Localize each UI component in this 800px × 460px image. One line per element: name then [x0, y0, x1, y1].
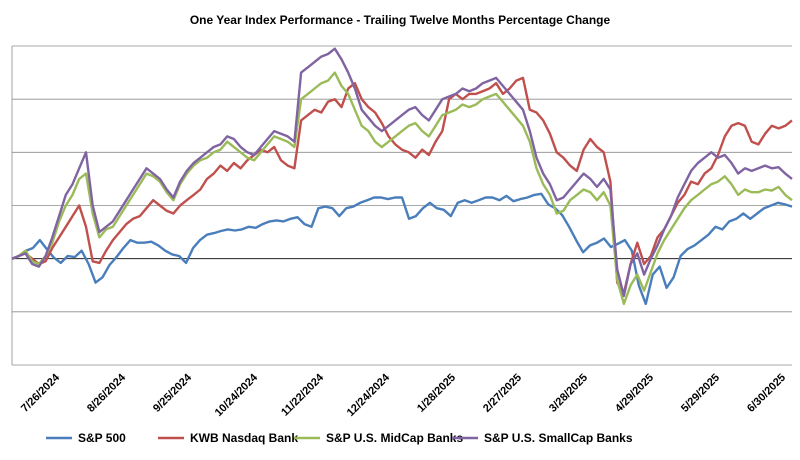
- horizontal-gridlines: [12, 45, 792, 366]
- series-line-3: [11, 71, 793, 306]
- x-tick-label: 6/30/2025: [745, 372, 788, 415]
- series-line-4: [11, 47, 793, 298]
- x-tick-labels: 7/26/2024 8/26/2024 9/25/2024 10/24/2024 11/…: [19, 371, 788, 419]
- x-tick-label: 2/27/2025: [481, 372, 524, 415]
- series-line-2: [11, 76, 793, 295]
- x-tick-label: 4/29/2025: [613, 372, 656, 415]
- series-line-1: [11, 192, 793, 306]
- legend-label: S&P U.S. SmallCap Banks: [484, 431, 633, 445]
- x-tick-label: 12/24/2024: [345, 371, 393, 419]
- series-lines: [11, 47, 793, 306]
- x-tick-label: 3/28/2025: [547, 372, 590, 415]
- legend-label: S&P 500: [78, 431, 126, 445]
- x-tick-label: 8/26/2024: [85, 371, 129, 415]
- legend: S&P 500 KWB Nasdaq Bank S&P U.S. MidCap Ba…: [46, 431, 633, 445]
- x-tick-label: 9/25/2024: [151, 371, 195, 415]
- x-tick-label: 10/24/2024: [213, 371, 261, 419]
- legend-label: KWB Nasdaq Bank: [190, 431, 298, 445]
- chart-title: One Year Index Performance - Trailing Tw…: [190, 13, 611, 27]
- x-tick-label: 7/26/2024: [19, 371, 63, 415]
- x-tick-label: 5/29/2025: [679, 372, 722, 415]
- x-tick-label: 11/22/2024: [279, 371, 327, 419]
- x-tick-label: 1/28/2025: [415, 372, 458, 415]
- legend-label: S&P U.S. MidCap Banks: [326, 431, 463, 445]
